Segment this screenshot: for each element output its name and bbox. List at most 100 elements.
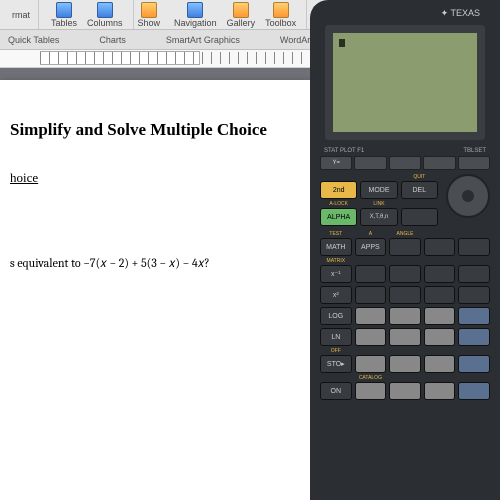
navigation-icon bbox=[187, 2, 203, 18]
gallery-icon bbox=[233, 2, 249, 18]
key-row-6: LOG bbox=[320, 307, 490, 325]
key-rparen[interactable] bbox=[424, 286, 456, 304]
doc-subtitle: hoice bbox=[10, 170, 310, 186]
key-tan[interactable] bbox=[424, 265, 456, 283]
toolbox-button[interactable]: Toolbox bbox=[263, 1, 298, 29]
doc-question: s equivalent to −7(𝑥 − 2) + 5(3 − 𝑥) − 4… bbox=[10, 256, 310, 271]
key-vars[interactable] bbox=[424, 238, 456, 256]
key-alpha[interactable]: ALPHA bbox=[320, 208, 357, 226]
matrix-label: MATRIX bbox=[320, 258, 352, 264]
key-row-9: ON bbox=[320, 382, 490, 400]
gallery-button[interactable]: Gallery bbox=[225, 1, 258, 29]
y-equals-button[interactable]: Y= bbox=[320, 156, 352, 170]
tables-button[interactable]: Tables bbox=[49, 1, 79, 29]
key-xt[interactable]: X,T,θ,n bbox=[360, 208, 397, 226]
brand-text: TEXAS bbox=[450, 8, 480, 18]
key-dot[interactable] bbox=[389, 382, 421, 400]
link-label: LINK bbox=[360, 201, 397, 207]
key-comma[interactable] bbox=[355, 286, 387, 304]
key-mode[interactable]: MODE bbox=[360, 181, 397, 199]
key-caret[interactable] bbox=[458, 265, 490, 283]
off-label: OFF bbox=[320, 348, 352, 354]
columns-button[interactable]: Columns bbox=[85, 1, 125, 29]
quit-label-row: QUIT bbox=[320, 174, 438, 180]
navigation-button[interactable]: Navigation bbox=[172, 1, 219, 29]
window-button[interactable] bbox=[354, 156, 386, 170]
key-prgm[interactable] bbox=[389, 238, 421, 256]
show-button[interactable]: Show bbox=[136, 1, 163, 29]
key-lparen[interactable] bbox=[389, 286, 421, 304]
columns-icon bbox=[97, 2, 113, 18]
key-xsq[interactable]: x² bbox=[320, 286, 352, 304]
menu-format[interactable]: rmat bbox=[12, 10, 30, 20]
a-label: A bbox=[355, 231, 387, 237]
show-icon bbox=[141, 2, 157, 18]
screen-cursor bbox=[339, 39, 345, 47]
key-sin[interactable] bbox=[355, 265, 387, 283]
matrix-label-row: MATRIX bbox=[320, 258, 490, 264]
page[interactable]: Simplify and Solve Multiple Choice hoice… bbox=[0, 80, 310, 500]
calculator: ✦ TEXAS STAT PLOT F1 TBLSET Y= QUIT 2nd … bbox=[310, 0, 500, 500]
key-row-1: 2nd MODE DEL bbox=[320, 181, 438, 199]
menu-group: rmat bbox=[4, 0, 39, 29]
key-divide[interactable] bbox=[458, 286, 490, 304]
test-label-row: TEST A ANGLE bbox=[320, 231, 490, 237]
key-8[interactable] bbox=[389, 307, 421, 325]
on-label-row: CATALOG bbox=[320, 375, 490, 381]
key-3[interactable] bbox=[424, 355, 456, 373]
table-group: Tables Columns bbox=[41, 0, 134, 29]
tables-icon bbox=[56, 2, 72, 18]
key-apps[interactable]: APPS bbox=[355, 238, 387, 256]
sto-label-row: OFF bbox=[320, 348, 490, 354]
key-5[interactable] bbox=[389, 328, 421, 346]
label-tblset: TBLSET bbox=[463, 148, 486, 154]
key-ln[interactable]: LN bbox=[320, 328, 352, 346]
key-9[interactable] bbox=[424, 307, 456, 325]
key-4[interactable] bbox=[355, 328, 387, 346]
tab-quicktables[interactable]: Quick Tables bbox=[8, 35, 59, 45]
key-math[interactable]: MATH bbox=[320, 238, 352, 256]
key-del[interactable]: DEL bbox=[401, 181, 438, 199]
key-xinv[interactable]: x⁻¹ bbox=[320, 265, 352, 283]
key-on[interactable]: ON bbox=[320, 382, 352, 400]
top-button-row: Y= bbox=[320, 156, 490, 170]
toolbox-label: Toolbox bbox=[265, 18, 296, 28]
graph-button[interactable] bbox=[458, 156, 490, 170]
key-clear[interactable] bbox=[458, 238, 490, 256]
key-enter[interactable] bbox=[458, 382, 490, 400]
alock-label: A-LOCK bbox=[320, 201, 357, 207]
angle-label: ANGLE bbox=[389, 231, 421, 237]
key-0[interactable] bbox=[355, 382, 387, 400]
key-2[interactable] bbox=[389, 355, 421, 373]
toolbox-icon bbox=[273, 2, 289, 18]
tab-wordart[interactable]: WordArt bbox=[280, 35, 313, 45]
tab-smartart[interactable]: SmartArt Graphics bbox=[166, 35, 240, 45]
zoom-calc-button[interactable] bbox=[389, 156, 421, 170]
key-row-3: MATH APPS bbox=[320, 238, 490, 256]
dpad-area bbox=[442, 174, 490, 222]
test-label: TEST bbox=[320, 231, 352, 237]
key-minus[interactable] bbox=[458, 328, 490, 346]
key-1[interactable] bbox=[355, 355, 387, 373]
trace-button[interactable] bbox=[423, 156, 455, 170]
navigation-label: Navigation bbox=[174, 18, 217, 28]
key-7[interactable] bbox=[355, 307, 387, 325]
show-label: Show bbox=[138, 18, 161, 28]
key-neg[interactable] bbox=[424, 382, 456, 400]
left-key-block: QUIT 2nd MODE DEL A-LOCK LINK ALPHA X,T,… bbox=[320, 174, 438, 228]
key-6[interactable] bbox=[424, 328, 456, 346]
key-log[interactable]: LOG bbox=[320, 307, 352, 325]
dpad[interactable] bbox=[446, 174, 490, 218]
doc-title: Simplify and Solve Multiple Choice bbox=[10, 120, 310, 140]
tables-label: Tables bbox=[51, 18, 77, 28]
key-multiply[interactable] bbox=[458, 307, 490, 325]
tab-charts[interactable]: Charts bbox=[99, 35, 126, 45]
key-cos[interactable] bbox=[389, 265, 421, 283]
key-row-7: LN bbox=[320, 328, 490, 346]
key-stat[interactable] bbox=[401, 208, 438, 226]
catalog-label: CATALOG bbox=[355, 375, 387, 381]
key-plus[interactable] bbox=[458, 355, 490, 373]
quit-label: QUIT bbox=[401, 174, 438, 180]
key-sto[interactable]: STO▸ bbox=[320, 355, 352, 373]
key-2nd[interactable]: 2nd bbox=[320, 181, 357, 199]
